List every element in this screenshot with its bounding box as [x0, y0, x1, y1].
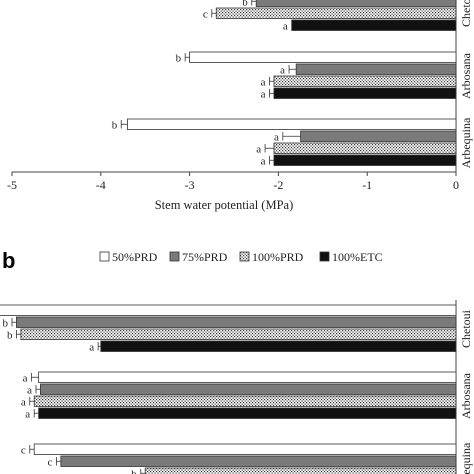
bar-arbosana-1 — [40, 383, 457, 395]
significance-letter: b — [131, 469, 137, 474]
bar-arbosana-0 — [189, 51, 457, 63]
x-tick-label: -5 — [7, 178, 17, 192]
bar-arbosana-3 — [273, 87, 457, 99]
significance-letter: a — [261, 77, 266, 89]
significance-letter: b — [3, 318, 9, 330]
legend-label-0: 50%PRD — [112, 250, 158, 264]
legend-swatch-1 — [169, 251, 180, 262]
category-label-arbosana: Arbosana — [459, 372, 473, 419]
bar-chetoui-2 — [215, 7, 457, 19]
bar-arbequina-0 — [127, 118, 457, 130]
legend-swatch-2 — [239, 251, 250, 262]
category-label-arbequina: Arbequina — [459, 117, 473, 168]
significance-letter: b — [242, 0, 248, 9]
x-tick-label: 0 — [453, 178, 459, 192]
legend-label-1: 75%PRD — [182, 250, 228, 264]
category-label-chetoui: Chetoui — [459, 309, 473, 348]
bar-chetoui-3 — [100, 340, 457, 352]
bar-chetoui-1 — [255, 0, 457, 7]
significance-letter: b — [176, 53, 182, 65]
significance-letter: a — [261, 156, 266, 168]
significance-letter: a — [23, 373, 28, 385]
bar-chetoui-1 — [16, 316, 457, 328]
x-tick-label: -2 — [273, 178, 283, 192]
category-label-arbosana: Arbosana — [459, 52, 473, 99]
significance-letter: c — [21, 445, 26, 457]
significance-letter: c — [48, 457, 53, 469]
significance-letter: c — [203, 9, 208, 21]
bar-arbosana-0 — [38, 371, 457, 383]
x-tick-label: -1 — [362, 178, 372, 192]
panel-a-chart: cbcaChetouibaaaArbosanabaaaArbequina-5-4… — [7, 0, 473, 212]
bar-arbequina-0 — [33, 443, 457, 455]
legend-swatch-3 — [319, 251, 330, 262]
category-label-arbequina: Arbequina — [459, 442, 473, 474]
significance-letter: b — [7, 330, 13, 342]
bar-chetoui-3 — [291, 19, 457, 31]
bar-arbosana-2 — [273, 75, 457, 87]
legend-label-3: 100%ETC — [332, 250, 383, 264]
significance-letter: b — [112, 120, 118, 132]
significance-letter: a — [25, 409, 30, 421]
significance-letter: a — [261, 89, 266, 101]
significance-letter: a — [283, 21, 288, 33]
significance-letter: a — [274, 132, 279, 144]
bar-arbequina-2 — [144, 467, 457, 474]
bar-chetoui-0 — [0, 304, 457, 316]
legend-swatch-0 — [99, 251, 110, 262]
panel-b-chart: bbaChetouiaaaaArbosanaccbbArbequina — [0, 300, 473, 474]
bar-arbequina-2 — [273, 142, 457, 154]
significance-letter: a — [27, 385, 32, 397]
significance-letter: a — [280, 65, 285, 77]
legend: 50%PRD 75%PRD 100%PRD 100%ETC — [99, 250, 383, 264]
bar-arbosana-2 — [33, 395, 457, 407]
bar-arbosana-3 — [38, 407, 457, 419]
bar-arbequina-1 — [300, 130, 457, 142]
bar-arbequina-1 — [60, 455, 457, 467]
bar-arbequina-3 — [273, 154, 457, 166]
bar-arbosana-1 — [295, 63, 457, 75]
x-tick-label: -3 — [185, 178, 195, 192]
category-label-chetoui: Chetoui — [459, 0, 473, 27]
significance-letter: a — [21, 397, 26, 409]
bar-chetoui-2 — [20, 328, 457, 340]
legend-label-2: 100%PRD — [252, 250, 304, 264]
significance-letter: a — [89, 342, 94, 354]
panel-b-letter: b — [2, 248, 15, 273]
x-tick-label: -4 — [96, 178, 106, 192]
x-axis-title: Stem water potential (MPa) — [155, 198, 294, 212]
significance-letter: a — [256, 144, 261, 156]
